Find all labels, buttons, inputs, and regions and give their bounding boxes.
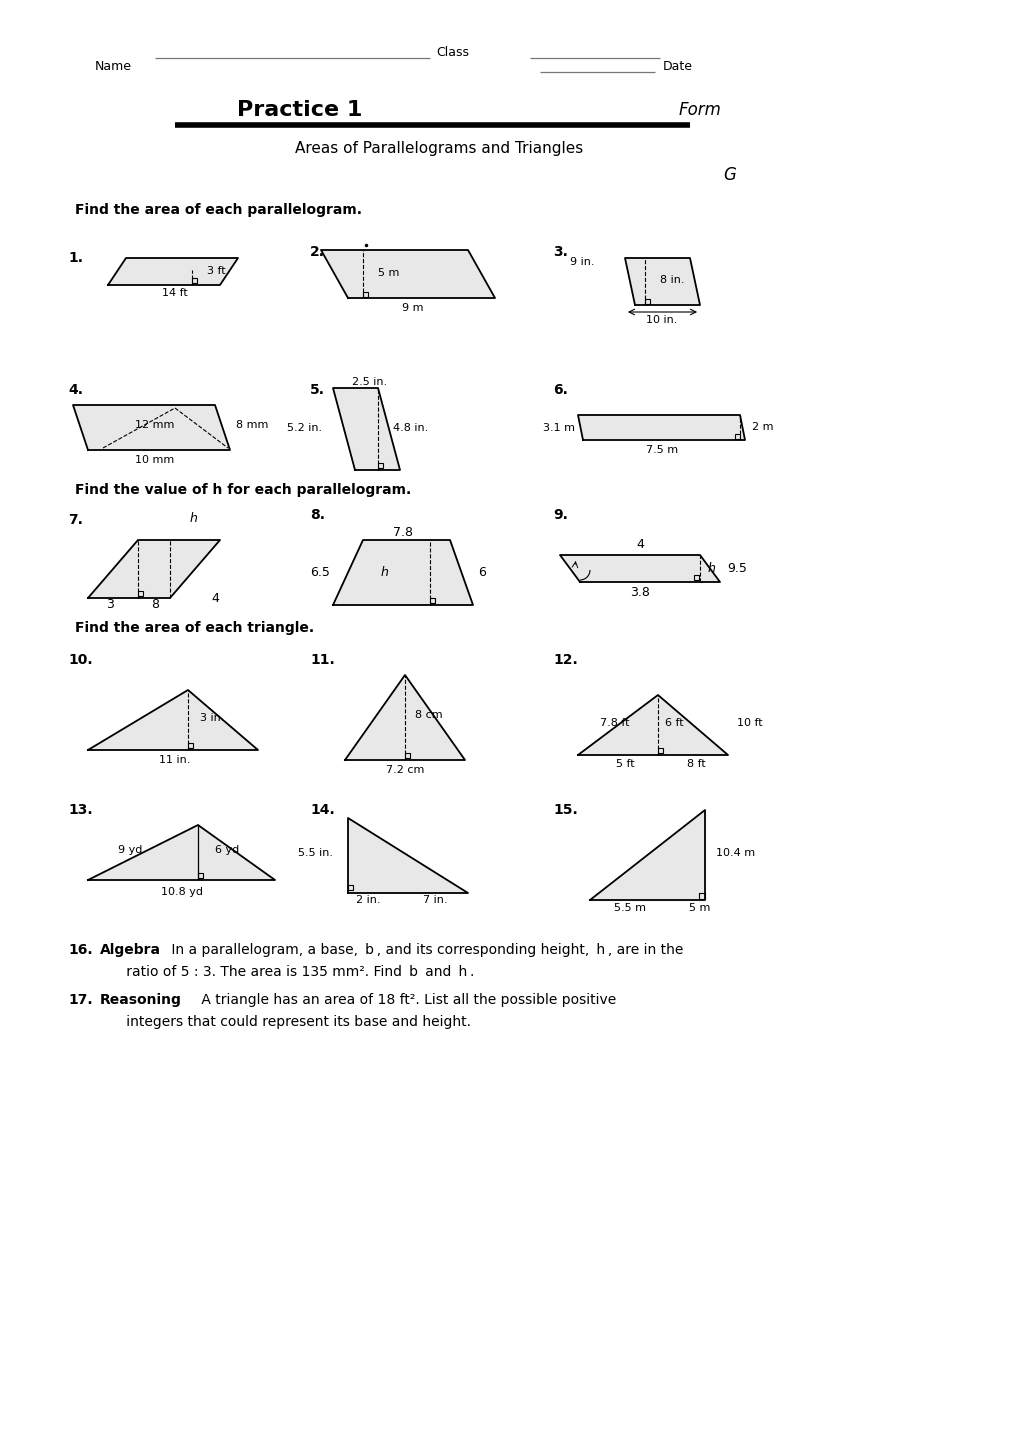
Polygon shape <box>88 540 220 597</box>
Text: integers that could represent its base and height.: integers that could represent its base a… <box>100 1014 471 1029</box>
Text: 8 in.: 8 in. <box>659 276 684 286</box>
Text: 11.: 11. <box>310 654 334 667</box>
Polygon shape <box>344 675 465 760</box>
Text: 5.5 in.: 5.5 in. <box>298 848 332 859</box>
Text: 16.: 16. <box>68 942 93 957</box>
Text: 6 yd: 6 yd <box>215 846 239 856</box>
Text: 10.: 10. <box>68 654 93 667</box>
Text: Find the value of h for each parallelogram.: Find the value of h for each parallelogr… <box>75 483 411 496</box>
Polygon shape <box>332 540 473 605</box>
Text: 7.: 7. <box>68 514 83 527</box>
Text: 9.: 9. <box>552 508 568 522</box>
Text: Form: Form <box>678 101 720 118</box>
Text: Class: Class <box>435 46 469 59</box>
Polygon shape <box>88 825 275 880</box>
Text: 3 ft: 3 ft <box>207 266 225 276</box>
Text: 7.2 cm: 7.2 cm <box>385 765 424 775</box>
Text: 5 ft: 5 ft <box>615 759 634 769</box>
Text: Algebra: Algebra <box>100 942 161 957</box>
Text: 3.8: 3.8 <box>630 586 649 599</box>
Text: 12.: 12. <box>552 654 577 667</box>
Text: 10.4 m: 10.4 m <box>715 848 754 859</box>
Text: 5.5 m: 5.5 m <box>613 903 645 913</box>
Text: 8 mm: 8 mm <box>235 420 268 430</box>
Text: 5.2 in.: 5.2 in. <box>286 423 322 433</box>
Text: 5 m: 5 m <box>689 903 710 913</box>
Text: Reasoning: Reasoning <box>100 993 181 1007</box>
Text: 2.5 in.: 2.5 in. <box>353 377 387 387</box>
Text: 9 m: 9 m <box>401 303 423 313</box>
Text: Practice 1: Practice 1 <box>237 100 363 120</box>
Text: 4.8 in.: 4.8 in. <box>392 423 428 433</box>
Text: 11 in.: 11 in. <box>159 755 191 765</box>
Text: 9 in.: 9 in. <box>570 257 594 267</box>
Text: 6 ft: 6 ft <box>664 719 683 729</box>
Text: 2 m: 2 m <box>751 421 772 431</box>
Text: 6.: 6. <box>552 382 568 397</box>
Text: 8 cm: 8 cm <box>415 710 442 720</box>
Text: 3: 3 <box>106 599 114 612</box>
Text: Find the area of each triangle.: Find the area of each triangle. <box>75 620 314 635</box>
Text: Find the area of each parallelogram.: Find the area of each parallelogram. <box>75 203 362 216</box>
Text: Areas of Parallelograms and Triangles: Areas of Parallelograms and Triangles <box>294 140 583 156</box>
Text: 4: 4 <box>211 592 219 605</box>
Text: 4: 4 <box>636 537 643 550</box>
Text: h: h <box>381 566 388 579</box>
Text: A triangle has an area of 18 ft². List all the possible positive: A triangle has an area of 18 ft². List a… <box>197 993 615 1007</box>
Text: 8.: 8. <box>310 508 325 522</box>
Polygon shape <box>88 690 258 750</box>
Text: 1.: 1. <box>68 251 83 266</box>
Text: 12 mm: 12 mm <box>136 420 174 430</box>
Text: ratio of 5 : 3. The area is 135 mm². Find  b  and  h .: ratio of 5 : 3. The area is 135 mm². Fin… <box>100 965 474 978</box>
Text: 8: 8 <box>151 599 159 612</box>
Text: 7.8 ft: 7.8 ft <box>599 719 629 729</box>
Text: 3 in.: 3 in. <box>200 713 224 723</box>
Text: 3.1 m: 3.1 m <box>542 423 575 433</box>
Text: Date: Date <box>662 59 692 72</box>
Polygon shape <box>332 388 399 470</box>
Text: 6: 6 <box>478 566 485 579</box>
Text: G: G <box>722 166 736 185</box>
Polygon shape <box>321 250 494 299</box>
Polygon shape <box>73 405 229 450</box>
Polygon shape <box>578 416 744 440</box>
Polygon shape <box>578 696 728 755</box>
Text: 2.: 2. <box>310 245 325 258</box>
Text: 10 mm: 10 mm <box>136 455 174 465</box>
Text: h: h <box>707 561 715 574</box>
Polygon shape <box>589 810 704 900</box>
Text: 10.8 yd: 10.8 yd <box>161 887 203 898</box>
Text: 6.5: 6.5 <box>310 566 329 579</box>
Text: 2 in.: 2 in. <box>356 895 380 905</box>
Text: 3.: 3. <box>552 245 568 258</box>
Text: 5 m: 5 m <box>378 268 399 278</box>
Polygon shape <box>108 258 237 286</box>
Polygon shape <box>625 258 699 304</box>
Text: 14.: 14. <box>310 802 334 817</box>
Text: 10 ft: 10 ft <box>737 719 762 729</box>
Text: 8 ft: 8 ft <box>686 759 705 769</box>
Text: 13.: 13. <box>68 802 93 817</box>
Text: h: h <box>190 511 198 524</box>
Text: 5.: 5. <box>310 382 325 397</box>
Text: 7.8: 7.8 <box>392 527 413 540</box>
Text: Name: Name <box>95 59 131 72</box>
Text: 9.5: 9.5 <box>727 561 746 574</box>
Polygon shape <box>347 818 468 893</box>
Text: 10 in.: 10 in. <box>646 315 677 325</box>
Text: 14 ft: 14 ft <box>162 289 187 299</box>
Text: 4.: 4. <box>68 382 83 397</box>
Polygon shape <box>559 556 719 582</box>
Text: 15.: 15. <box>552 802 577 817</box>
Text: 7.5 m: 7.5 m <box>645 444 678 455</box>
Text: 17.: 17. <box>68 993 93 1007</box>
Text: 7 in.: 7 in. <box>422 895 446 905</box>
Text: In a parallelogram, a base,  b , and its corresponding height,  h , are in the: In a parallelogram, a base, b , and its … <box>167 942 683 957</box>
Text: 9 yd: 9 yd <box>118 846 142 856</box>
